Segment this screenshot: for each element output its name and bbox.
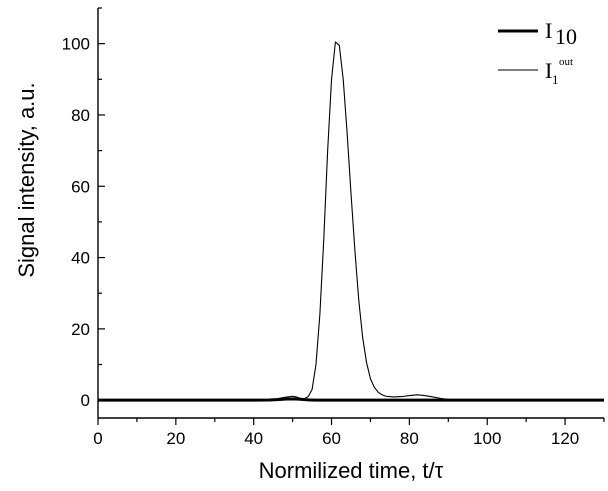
x-tick-label: 120	[551, 429, 579, 448]
y-tick-label: 0	[81, 391, 90, 410]
legend: I 10 I 1 out	[498, 18, 577, 87]
x-tick-label: 80	[400, 429, 419, 448]
y-axis-ticks: 0 20 40 60 80 100	[62, 7, 105, 410]
x-tick-label: 100	[473, 429, 501, 448]
x-tick-label: 60	[322, 429, 341, 448]
legend-label-i10-base: I	[545, 18, 552, 43]
legend-label-i10-sub: 10	[555, 24, 577, 49]
y-tick-label: 80	[71, 106, 90, 125]
x-tick-label: 20	[166, 429, 185, 448]
x-axis-ticks: 0 20 40 60 80 100 120	[93, 418, 605, 448]
series-line-i10	[98, 397, 604, 402]
x-axis-title: Normilized time, t/τ	[259, 458, 444, 483]
legend-label-i1out-base: I	[545, 58, 552, 83]
series-line-i1out	[98, 41, 604, 401]
series-layer	[98, 41, 604, 402]
x-tick-label: 0	[93, 429, 102, 448]
legend-label-i1out-sub: 1	[552, 72, 559, 87]
y-tick-label: 100	[62, 35, 90, 54]
y-tick-label: 60	[71, 177, 90, 196]
plot-area: 0 20 40 60 80 100 0 20 40 60 80 100 120	[62, 7, 605, 448]
legend-label-i1out-sup: out	[559, 56, 573, 68]
y-axis-title: Signal intensity, a.u.	[14, 82, 39, 277]
y-tick-label: 20	[71, 320, 90, 339]
x-tick-label: 40	[244, 429, 263, 448]
y-tick-label: 40	[71, 249, 90, 268]
